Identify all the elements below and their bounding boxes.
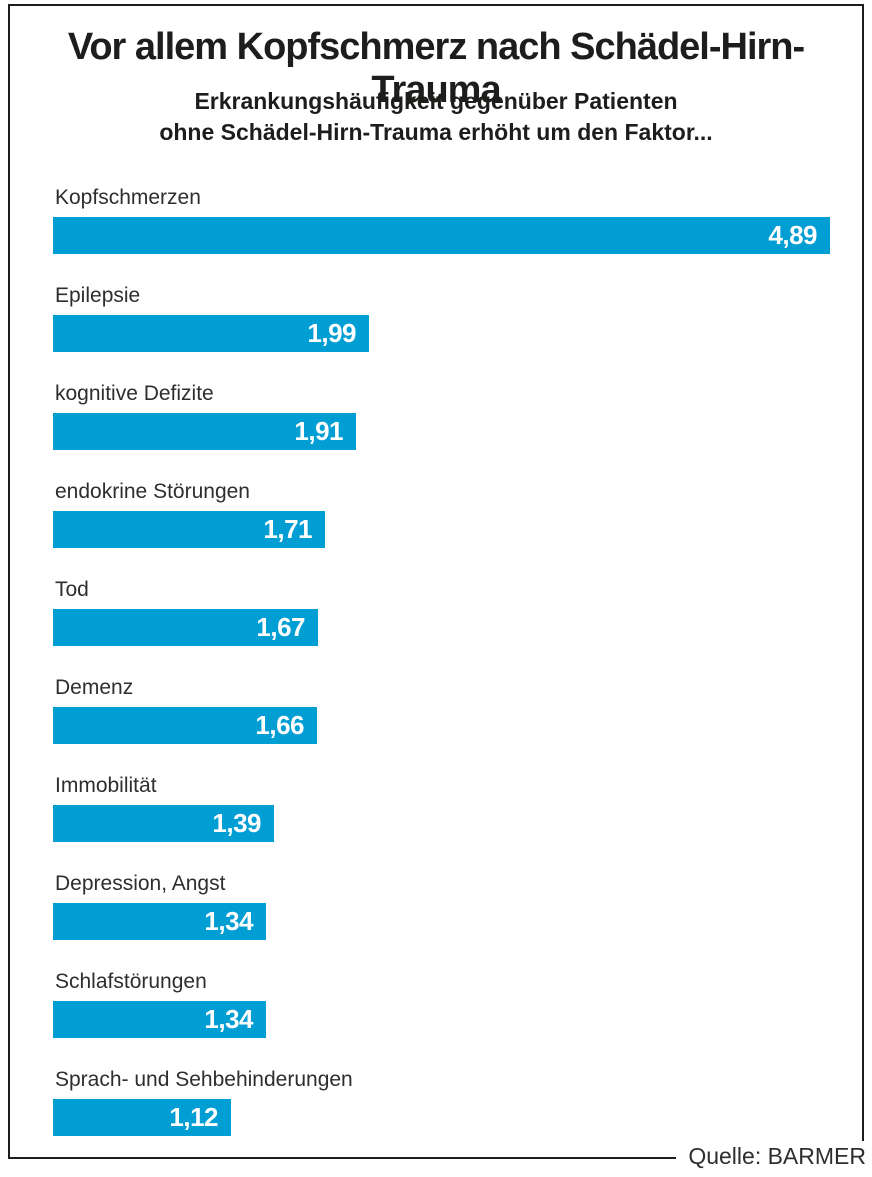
chart-row: Sprach- und Sehbehinderungen 1,12 (53, 1067, 843, 1136)
bar: 1,12 (53, 1099, 231, 1136)
bar-category-label: Tod (55, 578, 89, 601)
chart-subtitle-line-1: Erkrankungshäufigkeit gegenüber Patiente… (194, 88, 678, 114)
bar: 1,67 (53, 609, 318, 646)
bar-category-label: Depression, Angst (55, 872, 226, 895)
bar-value-label: 1,39 (212, 808, 261, 838)
bar-value-label: 1,34 (204, 1004, 253, 1034)
bar-chart: Kopfschmerzen 4,89 Epilepsie 1,99 kognitive … (53, 185, 843, 1165)
bar-value-label: 4,89 (768, 220, 817, 250)
bar: 4,89 (53, 217, 830, 254)
chart-row: kognitive Defizite 1,91 (53, 381, 843, 450)
bar-category-label: Kopfschmerzen (55, 186, 201, 209)
source-label: Quelle: BARMER (676, 1141, 870, 1177)
bar-value-label: 1,67 (256, 612, 305, 642)
bar: 1,34 (53, 1001, 266, 1038)
bar-value-label: 1,34 (204, 906, 253, 936)
chart-subtitle-line-2: ohne Schädel-Hirn-Trauma erhöht um den F… (159, 119, 713, 145)
bar: 1,34 (53, 903, 266, 940)
chart-frame-border (8, 4, 864, 1159)
bar: 1,99 (53, 315, 369, 352)
chart-row: Depression, Angst 1,34 (53, 871, 843, 940)
chart-title: Vor allem Kopfschmerz nach Schädel-Hirn-… (67, 26, 805, 111)
bar-value-label: 1,99 (307, 318, 356, 348)
chart-row: Demenz 1,66 (53, 675, 843, 744)
bar: 1,66 (53, 707, 317, 744)
chart-row: Immobilität 1,39 (53, 773, 843, 842)
bar-category-label: Demenz (55, 676, 134, 699)
bar-category-label: kognitive Defizite (55, 382, 214, 405)
bar-value-label: 1,91 (294, 416, 343, 446)
bar: 1,91 (53, 413, 356, 450)
bar: 1,71 (53, 511, 325, 548)
bar-category-label: Immobilität (55, 774, 157, 797)
bar-value-label: 1,71 (263, 514, 312, 544)
chart-subtitle: Erkrankungshäufigkeit gegenüber Patiente… (12, 86, 860, 148)
chart-row: Kopfschmerzen 4,89 (53, 185, 843, 254)
bar-category-label: Schlafstörungen (55, 970, 207, 993)
bar: 1,39 (53, 805, 274, 842)
bar-value-label: 1,66 (255, 710, 304, 740)
bar-category-label: Sprach- und Sehbehinderungen (55, 1068, 353, 1091)
chart-row: endokrine Störungen 1,71 (53, 479, 843, 548)
chart-row: Tod 1,67 (53, 577, 843, 646)
chart-row: Schlafstörungen 1,34 (53, 969, 843, 1038)
bar-category-label: endokrine Störungen (55, 480, 250, 503)
chart-row: Epilepsie 1,99 (53, 283, 843, 352)
bar-category-label: Epilepsie (55, 284, 141, 307)
bar-value-label: 1,12 (169, 1102, 218, 1132)
